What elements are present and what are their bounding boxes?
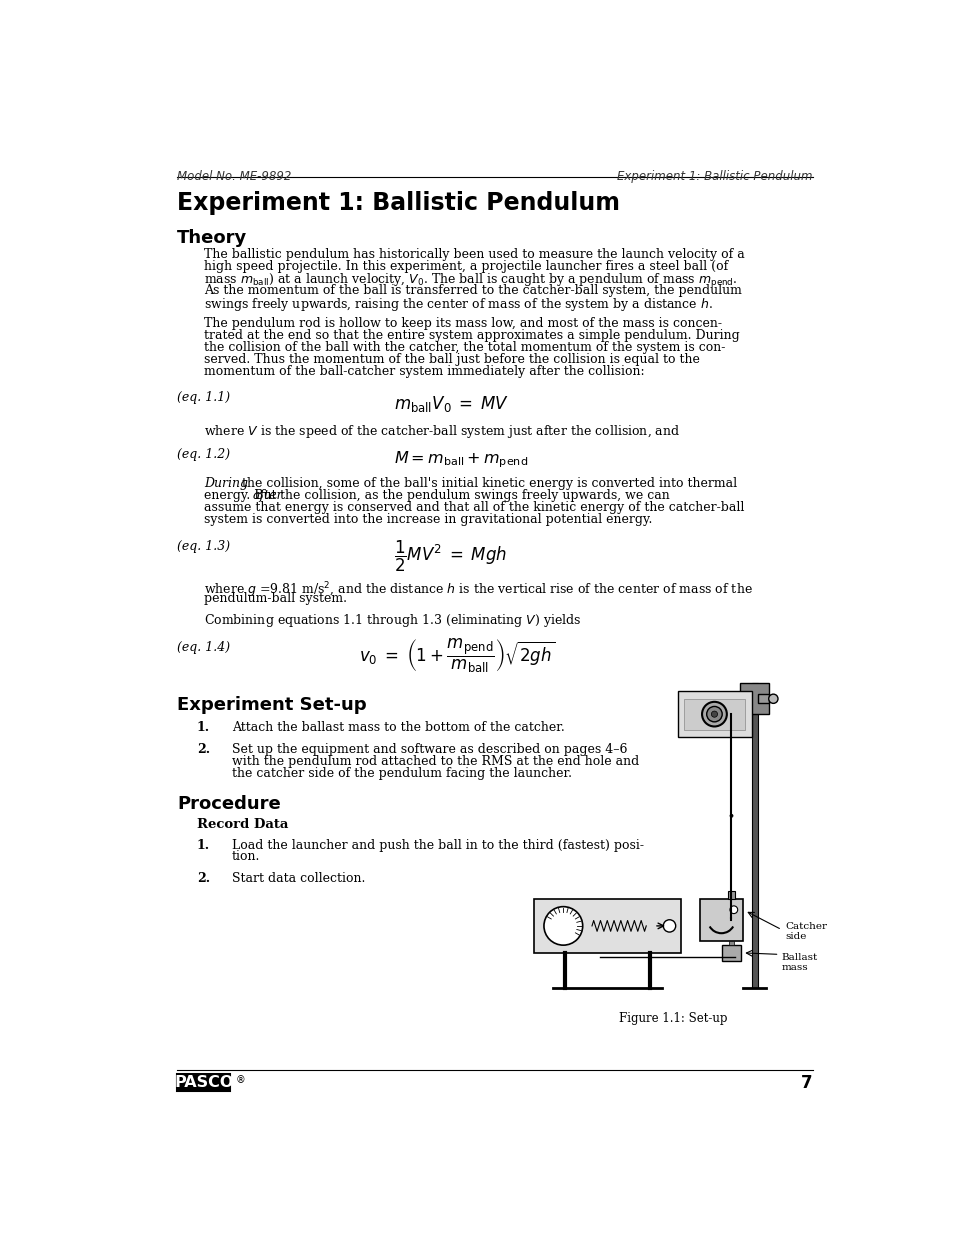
Bar [683,699,744,730]
Text: Record Data: Record Data [196,819,288,831]
Text: Combining equations 1.1 through 1.3 (eliminating $V$) yields: Combining equations 1.1 through 1.3 (eli… [204,611,581,629]
Text: 7: 7 [801,1073,812,1092]
Text: (eq. 1.4): (eq. 1.4) [177,641,231,655]
Text: Ballast
mass: Ballast mass [781,953,818,972]
Text: Theory: Theory [177,228,248,247]
Text: (eq. 1.2): (eq. 1.2) [177,448,231,461]
Text: Start data collection.: Start data collection. [232,872,365,884]
Bar [678,692,751,737]
Text: system is converted into the increase in gravitational potential energy.: system is converted into the increase in… [204,513,652,526]
Text: Model No. ME-9892: Model No. ME-9892 [177,169,292,183]
Text: As the momentum of the ball is transferred to the catcher-ball system, the pendu: As the momentum of the ball is transferr… [204,284,741,298]
Text: Figure 1.1: Set-up: Figure 1.1: Set-up [618,1013,727,1025]
Text: $v_0\;=\;\left(1+\dfrac{m_{\rm pend}}{m_{\rm ball}}\right)\sqrt{2gh}$: $v_0\;=\;\left(1+\dfrac{m_{\rm pend}}{m_… [359,637,555,676]
Text: The ballistic pendulum has historically been used to measure the launch velocity: The ballistic pendulum has historically … [204,248,744,262]
Circle shape [706,706,721,721]
Text: where $g$ =9.81 m/s$^2$, and the distance $h$ is the vertical rise of the center: where $g$ =9.81 m/s$^2$, and the distanc… [204,580,753,600]
Text: Experiment 1: Ballistic Pendulum: Experiment 1: Ballistic Pendulum [177,190,619,215]
Text: During: During [204,477,248,490]
Text: 2.: 2. [196,872,210,884]
Text: mass $m_{\rm ball}$) at a launch velocity, $V_0$. The ball is caught by a pendul: mass $m_{\rm ball}$) at a launch velocit… [204,272,738,290]
Text: 2.: 2. [196,742,210,756]
Circle shape [662,920,675,932]
Circle shape [701,701,726,726]
Bar [727,892,735,899]
Text: 1.: 1. [196,721,210,734]
Text: Procedure: Procedure [177,795,281,814]
Text: the catcher side of the pendulum facing the launcher.: the catcher side of the pendulum facing … [232,767,571,779]
Text: the collision, some of the ball's initial kinetic energy is converted into therm: the collision, some of the ball's initia… [237,477,736,490]
Text: energy. But: energy. But [204,489,281,501]
Text: The pendulum rod is hollow to keep its mass low, and most of the mass is concen-: The pendulum rod is hollow to keep its m… [204,317,721,330]
Text: swings freely upwards, raising the center of mass of the system by a distance $h: swings freely upwards, raising the cente… [204,296,713,312]
Bar [534,899,680,953]
Text: Experiment Set-up: Experiment Set-up [177,697,367,714]
Bar [721,945,740,961]
Text: tion.: tion. [232,851,260,863]
Text: high speed projectile. In this experiment, a projectile launcher fires a steel b: high speed projectile. In this experimen… [204,261,728,273]
Circle shape [768,694,778,704]
Circle shape [711,711,717,718]
Circle shape [543,906,582,945]
Text: with the pendulum rod attached to the RMS at the end hole and: with the pendulum rod attached to the RM… [232,755,639,768]
Text: (eq. 1.1): (eq. 1.1) [177,390,231,404]
Circle shape [729,814,732,818]
Text: $\dfrac{1}{2}MV^2\;=\;Mgh$: $\dfrac{1}{2}MV^2\;=\;Mgh$ [394,538,507,574]
Text: where $V$ is the speed of the catcher-ball system just after the collision, and: where $V$ is the speed of the catcher-ba… [204,424,680,440]
Text: the collision of the ball with the catcher, the total momentum of the system is : the collision of the ball with the catch… [204,341,725,354]
Bar [700,899,742,941]
Text: assume that energy is conserved and that all of the kinetic energy of the catche: assume that energy is conserved and that… [204,501,744,514]
Bar [740,683,769,714]
Circle shape [729,906,737,914]
Text: Attach the ballast mass to the bottom of the catcher.: Attach the ballast mass to the bottom of… [232,721,564,734]
Bar [751,683,757,988]
Text: pendulum-ball system.: pendulum-ball system. [204,592,347,605]
Bar [728,941,733,945]
Text: served. Thus the momentum of the ball just before the collision is equal to the: served. Thus the momentum of the ball ju… [204,353,700,366]
Text: PASCO: PASCO [173,1074,233,1089]
Text: trated at the end so that the entire system approximates a simple pendulum. Duri: trated at the end so that the entire sys… [204,330,740,342]
Text: momentum of the ball-catcher system immediately after the collision:: momentum of the ball-catcher system imme… [204,366,644,378]
Bar [757,694,769,704]
Text: $m_{\rm ball}V_0\;=\;MV$: $m_{\rm ball}V_0\;=\;MV$ [394,394,509,414]
Text: (eq. 1.3): (eq. 1.3) [177,540,231,553]
Text: Set up the equipment and software as described on pages 4–6: Set up the equipment and software as des… [232,742,626,756]
Text: Experiment 1: Ballistic Pendulum: Experiment 1: Ballistic Pendulum [617,169,812,183]
Text: after: after [253,489,283,501]
Text: Catcher
side: Catcher side [785,923,827,941]
Text: Load the launcher and push the ball in to the third (fastest) posi-: Load the launcher and push the ball in t… [232,839,643,851]
Bar [177,1073,230,1091]
Text: 1.: 1. [196,839,210,851]
Text: ®: ® [235,1076,245,1086]
Text: $M = m_{\rm ball} + m_{\rm pend}$: $M = m_{\rm ball} + m_{\rm pend}$ [394,450,528,469]
Text: the collision, as the pendulum swings freely upwards, we can: the collision, as the pendulum swings fr… [275,489,669,501]
